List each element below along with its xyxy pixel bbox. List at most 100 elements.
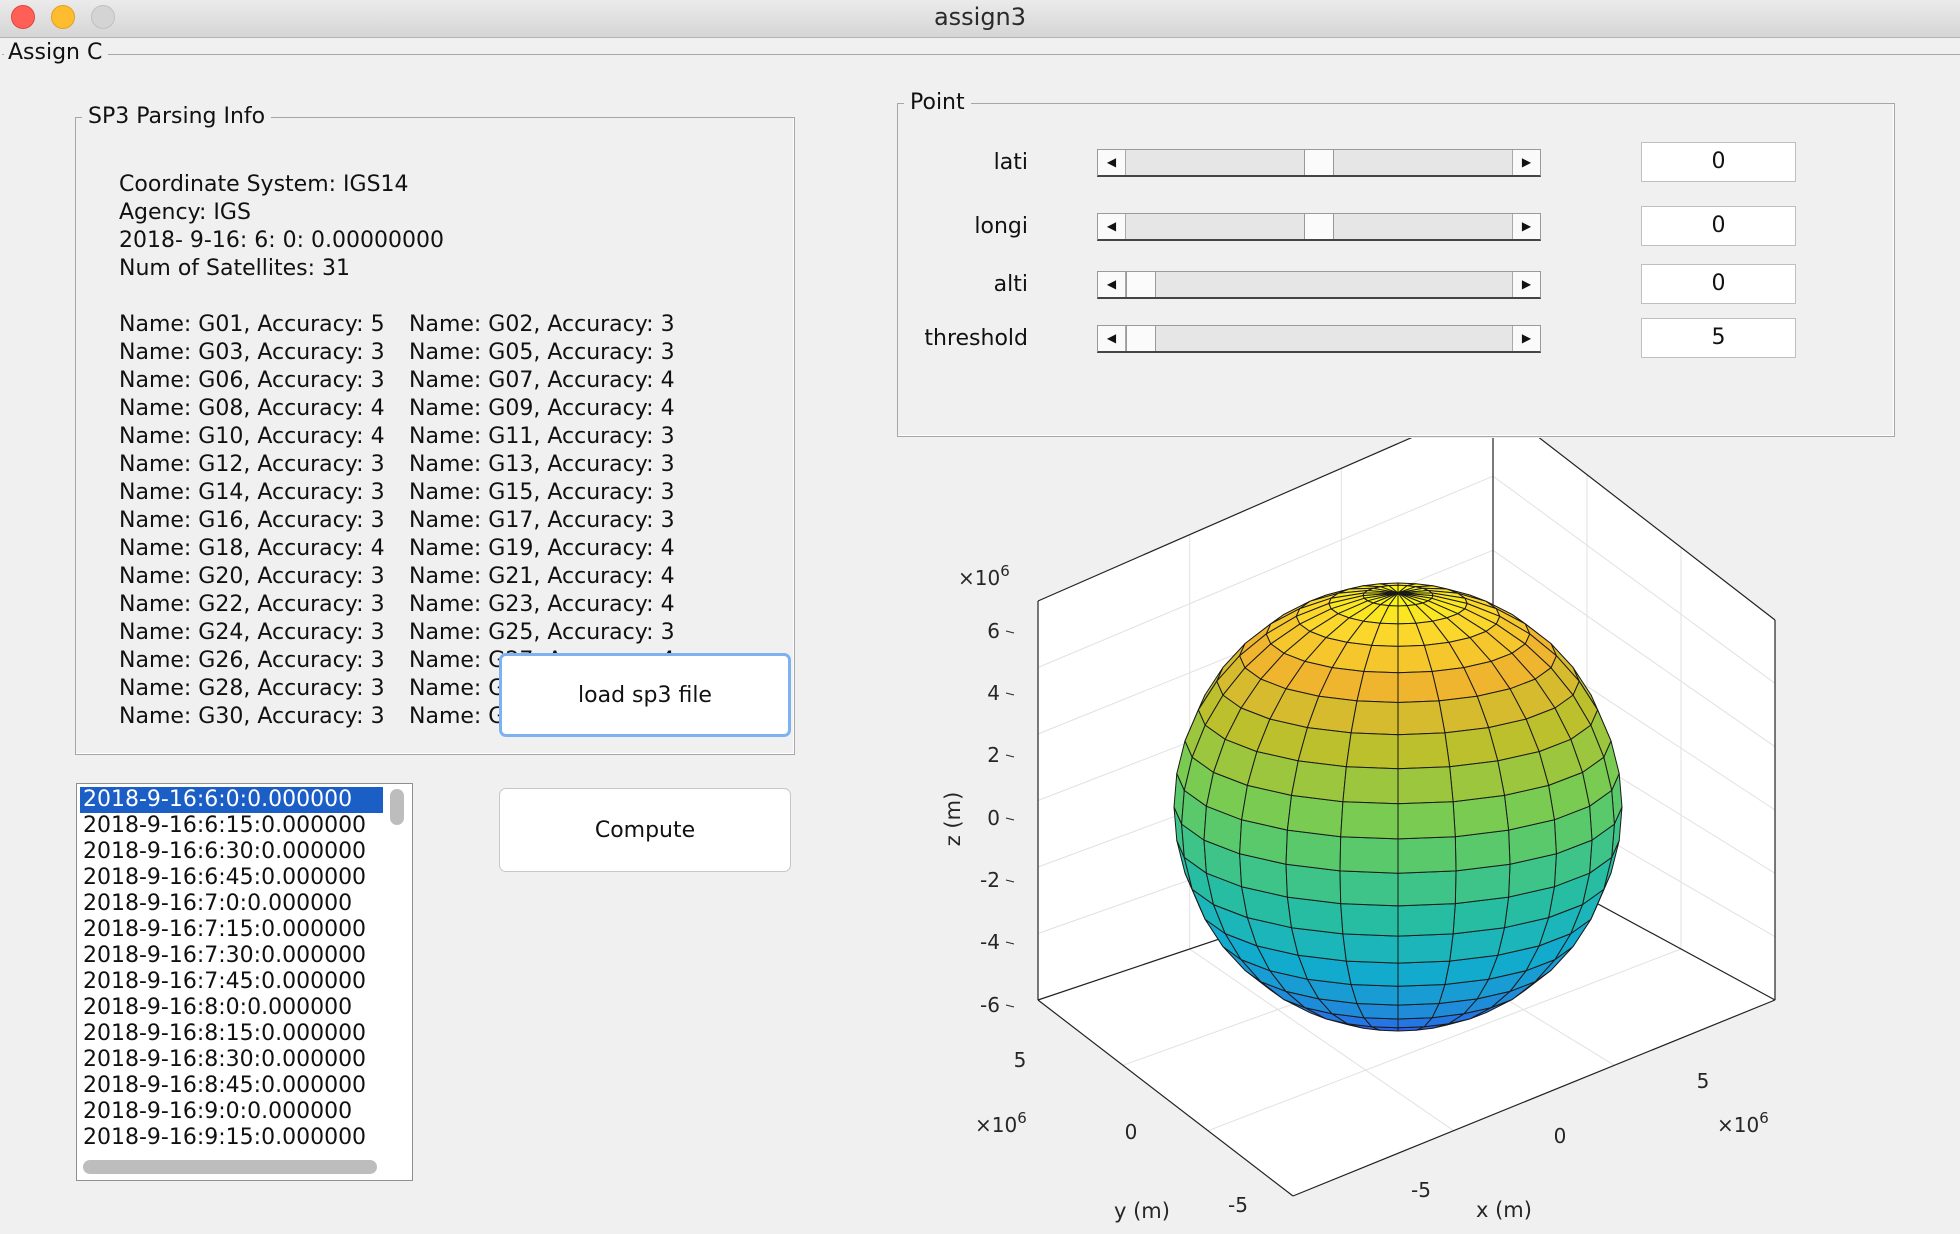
minimize-window-button[interactable]	[51, 5, 75, 29]
num-satellites-text: Num of Satellites: 31	[119, 256, 350, 281]
sphere-patch	[1397, 700, 1446, 736]
accuracy-row: Name: G20, Accuracy: 3 Name: G21, Accurac…	[119, 563, 719, 591]
threshold-value-field[interactable]: 5	[1641, 318, 1796, 358]
sphere-patch	[1397, 732, 1451, 770]
satellite-accuracy-entry: Name: G28, Accuracy: 3	[119, 676, 385, 701]
epoch-list-item[interactable]: 2018-9-16:7:15:0.000000	[83, 917, 367, 942]
accuracy-row: Name: G22, Accuracy: 3 Name: G23, Accurac…	[119, 591, 719, 619]
satellite-accuracy-entry: Name: G14, Accuracy: 3	[119, 480, 385, 505]
lati-value-field[interactable]: 0	[1641, 142, 1796, 182]
sphere-patch	[1397, 671, 1440, 703]
lati-slider[interactable]: ◀ ▶	[1097, 149, 1541, 177]
sphere-patch	[1397, 984, 1446, 1006]
slider-left-arrow-icon[interactable]: ◀	[1098, 214, 1126, 239]
epoch-list-item[interactable]: 2018-9-16:7:30:0.000000	[83, 943, 367, 968]
epoch-list-item[interactable]: 2018-9-16:8:45:0.000000	[83, 1073, 367, 1098]
z-tick-mark	[1005, 817, 1015, 821]
epoch-list-item[interactable]: 2018-9-16:8:15:0.000000	[83, 1021, 367, 1046]
sphere-patch	[1397, 836, 1457, 874]
sp3-header-info: Coordinate System: IGS14 Agency: IGS 201…	[119, 171, 444, 283]
sp3-parsing-info-panel: SP3 Parsing Info Coordinate System: IGS1…	[75, 104, 795, 755]
accuracy-row: Name: G24, Accuracy: 3 Name: G25, Accurac…	[119, 619, 719, 647]
slider-right-arrow-icon[interactable]: ▶	[1512, 272, 1540, 297]
axis-box-edge	[1037, 438, 1413, 602]
sphere-patch	[1356, 1003, 1399, 1020]
sphere-patch	[1449, 760, 1505, 803]
accuracy-row: Name: G06, Accuracy: 3 Name: G07, Accurac…	[119, 367, 719, 395]
accuracy-row: Name: G08, Accuracy: 4 Name: G09, Accurac…	[119, 395, 719, 423]
satellite-accuracy-entry: Name: G07, Accuracy: 4	[409, 368, 675, 393]
sphere-patch	[1340, 801, 1399, 840]
epoch-list-item[interactable]: 2018-9-16:7:45:0.000000	[83, 969, 367, 994]
slider-left-arrow-icon[interactable]: ◀	[1098, 272, 1126, 297]
sphere-patch	[1397, 960, 1451, 987]
epoch-list-item[interactable]: 2018-9-16:9:0:0.000000	[83, 1099, 353, 1124]
satellite-accuracy-entry: Name: G06, Accuracy: 3	[119, 368, 385, 393]
exponent-base: ×10	[975, 1113, 1017, 1137]
z-tick-label: 2	[987, 743, 1000, 767]
slider-thumb[interactable]	[1304, 214, 1334, 239]
epoch-list-item[interactable]: 2018-9-16:6:0:0.000000	[80, 787, 383, 813]
accuracy-row: Name: G12, Accuracy: 3 Name: G13, Accurac…	[119, 451, 719, 479]
satellite-accuracy-entry: Name: G26, Accuracy: 3	[119, 648, 385, 673]
compute-button[interactable]: Compute	[499, 788, 791, 872]
window-title: assign3	[933, 3, 1027, 31]
satellite-accuracy-entry: Name: G09, Accuracy: 4	[409, 396, 675, 421]
sphere-patch	[1397, 766, 1454, 805]
grid-line	[1492, 475, 1776, 684]
longi-value-field[interactable]: 0	[1641, 206, 1796, 246]
listbox-horizontal-scrollbar[interactable]	[79, 1156, 385, 1178]
sphere-patch	[1340, 903, 1399, 937]
slider-left-arrow-icon[interactable]: ◀	[1098, 150, 1126, 175]
epoch-list-item[interactable]: 2018-9-16:9:15:0.000000	[83, 1125, 367, 1150]
epoch-listbox[interactable]: 2018-9-16:6:0:0.000000 2018-9-16:6:15:0.0…	[76, 783, 413, 1181]
assign-c-panel-title: Assign C	[4, 40, 109, 65]
satellite-accuracy-entry: Name: G01, Accuracy: 5	[119, 312, 385, 337]
satellite-accuracy-entry: Name: G02, Accuracy: 3	[409, 312, 675, 337]
satellite-accuracy-entry: Name: G05, Accuracy: 3	[409, 340, 675, 365]
vertical-scroll-thumb[interactable]	[390, 789, 404, 825]
epoch-list-item[interactable]: 2018-9-16:6:15:0.000000	[83, 813, 367, 838]
app-window: Assign C SP3 Parsing Info Coordinate Sys…	[0, 38, 1960, 1234]
threshold-slider[interactable]: ◀ ▶	[1097, 325, 1541, 353]
sphere-patch	[1452, 794, 1510, 838]
sphere-patch	[1397, 801, 1456, 840]
satellite-accuracy-entry: Name: G19, Accuracy: 4	[409, 536, 675, 561]
grid-line	[1207, 948, 1682, 1132]
sphere-patch	[1444, 727, 1499, 768]
z-tick-mark	[1005, 1004, 1015, 1008]
epoch-list-item[interactable]: 2018-9-16:8:0:0.000000	[83, 995, 353, 1020]
satellite-accuracy-entry: Name: G17, Accuracy: 3	[409, 508, 675, 533]
close-window-button[interactable]	[11, 5, 35, 29]
accuracy-row: Name: G14, Accuracy: 3 Name: G15, Accurac…	[119, 479, 719, 507]
zoom-window-button[interactable]	[91, 5, 115, 29]
slider-thumb[interactable]	[1126, 272, 1156, 297]
grid-line	[1492, 549, 1776, 748]
horizontal-scroll-thumb[interactable]	[83, 1160, 377, 1174]
assign-c-panel: Assign C	[2, 40, 1960, 1234]
epoch-list-item[interactable]: 2018-9-16:8:30:0.000000	[83, 1047, 367, 1072]
epoch-list-item[interactable]: 2018-9-16:6:30:0.000000	[83, 839, 367, 864]
slider-right-arrow-icon[interactable]: ▶	[1512, 214, 1540, 239]
satellite-accuracy-entry: Name: G11, Accuracy: 3	[409, 424, 675, 449]
listbox-vertical-scrollbar[interactable]	[386, 786, 408, 1158]
sphere-patch	[1297, 727, 1352, 768]
satellite-accuracy-entry: Name: G08, Accuracy: 4	[119, 396, 385, 421]
epoch-text: 2018- 9-16: 6: 0: 0.00000000	[119, 228, 445, 253]
sphere-patch	[1454, 829, 1511, 872]
longi-slider[interactable]: ◀ ▶	[1097, 213, 1541, 241]
alti-value-field[interactable]: 0	[1641, 264, 1796, 304]
accuracy-row: Name: G10, Accuracy: 4 Name: G11, Accurac…	[119, 423, 719, 451]
accuracy-row: Name: G03, Accuracy: 3 Name: G05, Accurac…	[119, 339, 719, 367]
slider-thumb[interactable]	[1126, 326, 1156, 351]
slider-left-arrow-icon[interactable]: ◀	[1098, 326, 1126, 351]
slider-right-arrow-icon[interactable]: ▶	[1512, 150, 1540, 175]
epoch-list-item[interactable]: 2018-9-16:7:0:0.000000	[83, 891, 353, 916]
load-sp3-file-button[interactable]: load sp3 file	[499, 653, 791, 737]
alti-slider[interactable]: ◀ ▶	[1097, 271, 1541, 299]
x-axis-line	[1292, 999, 1776, 1197]
slider-thumb[interactable]	[1304, 150, 1334, 175]
epoch-list-item[interactable]: 2018-9-16:6:45:0.000000	[83, 865, 367, 890]
slider-right-arrow-icon[interactable]: ▶	[1512, 326, 1540, 351]
